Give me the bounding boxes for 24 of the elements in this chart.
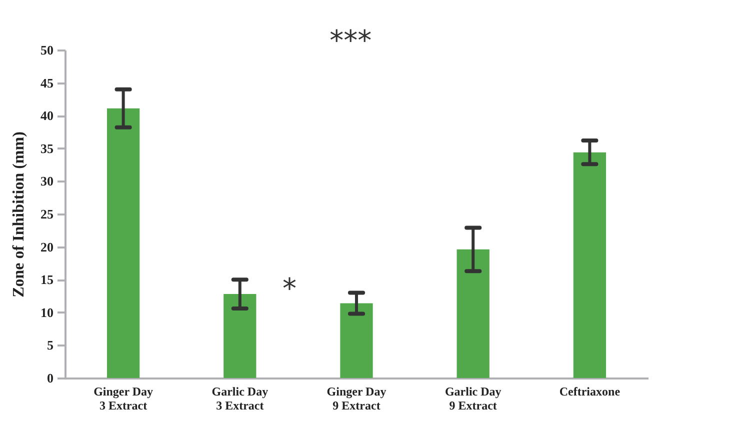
x-tick-label: Garlic Day 3 Extract bbox=[212, 384, 268, 412]
y-tick-label: 45 bbox=[40, 75, 54, 90]
y-tick-label: 0 bbox=[47, 370, 54, 386]
x-tick-label: Ginger Day 9 Extract bbox=[326, 384, 386, 412]
x-tick-label: Garlic Day 9 Extract bbox=[444, 384, 502, 412]
y-tick-label: 5 bbox=[47, 338, 54, 353]
y-tick-label: 40 bbox=[40, 108, 54, 124]
x-tick-label: Ceftriaxone bbox=[559, 384, 621, 398]
annotation: *** bbox=[330, 24, 372, 57]
y-tick-label: 20 bbox=[40, 239, 54, 254]
bar bbox=[456, 249, 490, 378]
y-axis-title: Zone of Inhibition (mm) bbox=[10, 132, 28, 298]
y-tick-label: 25 bbox=[40, 206, 54, 222]
bar bbox=[224, 294, 256, 378]
y-tick-label: 50 bbox=[40, 42, 54, 58]
bar bbox=[340, 303, 373, 378]
y-tick-label: 30 bbox=[40, 174, 54, 189]
y-tick-label: 35 bbox=[40, 140, 54, 156]
bar bbox=[106, 108, 140, 378]
annotation: * bbox=[282, 272, 296, 306]
x-tick-label: Ginger Day 3 Extract bbox=[94, 384, 154, 412]
y-tick-label: 15 bbox=[40, 272, 54, 288]
bar bbox=[573, 152, 606, 378]
y-tick-label: 10 bbox=[40, 304, 54, 320]
